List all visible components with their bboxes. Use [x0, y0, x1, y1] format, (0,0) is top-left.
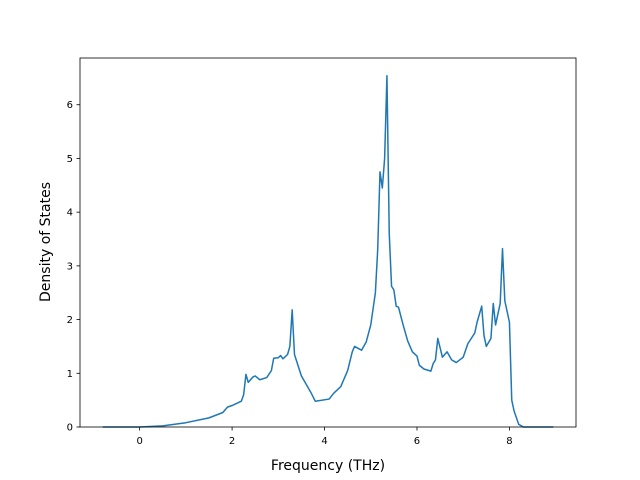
y-tick-label: 1 [67, 369, 73, 380]
x-tick-label: 6 [414, 436, 420, 447]
dos-line [102, 74, 554, 428]
x-axis-label: Frequency (THz) [271, 458, 385, 474]
y-tick-label: 3 [67, 261, 73, 272]
y-tick-label: 4 [67, 208, 73, 219]
x-tick-label: 4 [321, 436, 327, 447]
x-tick-label: 8 [506, 436, 512, 447]
x-tick-label: 0 [136, 436, 142, 447]
y-tick-label: 5 [67, 154, 73, 165]
x-tick-label: 2 [229, 436, 235, 447]
y-tick-label: 6 [67, 100, 73, 111]
y-axis-label: Density of States [38, 182, 54, 302]
y-tick-label: 2 [67, 315, 73, 326]
plot-frame [79, 57, 577, 428]
y-tick-label: 0 [67, 423, 73, 434]
